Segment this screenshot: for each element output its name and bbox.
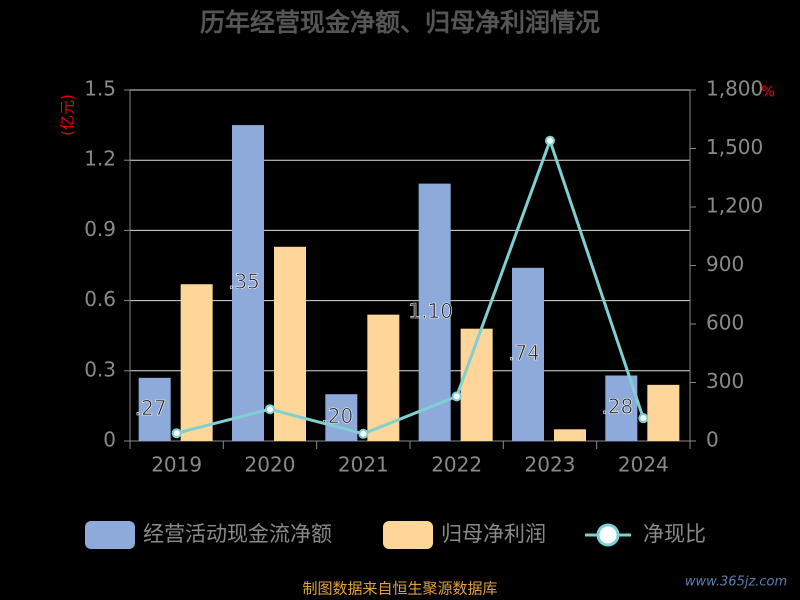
- legend-label: 归母净利润: [441, 522, 546, 546]
- y-unit: (亿元): [59, 94, 77, 136]
- legend-swatch: [383, 521, 433, 549]
- y2-tick-label: 300: [706, 369, 744, 393]
- bar: [512, 267, 544, 441]
- line-point: [171, 428, 182, 439]
- line-point: [358, 428, 369, 439]
- y-tick-label: 0.6: [84, 287, 116, 311]
- y2-tick-label: 1,200: [706, 194, 763, 218]
- data-label: .28: [601, 395, 633, 419]
- legend-label: 净现比: [643, 522, 706, 546]
- y-tick-label: 0: [103, 428, 116, 452]
- footer: 制图数据来自恒生聚源数据库: [302, 580, 497, 598]
- bar: [232, 125, 264, 441]
- y2-tick-label: 0: [706, 428, 719, 452]
- bar: [554, 429, 586, 441]
- bar: [274, 246, 306, 441]
- line-point: [638, 413, 649, 424]
- line-point: [265, 404, 275, 415]
- bar: [138, 377, 171, 441]
- data-label: 1.10: [408, 299, 453, 323]
- watermark: www.365jz.com: [685, 575, 787, 590]
- bar: [418, 183, 451, 441]
- line: [176, 136, 645, 436]
- y2-tick-label: 900: [706, 252, 744, 276]
- y2-tick-label: 600: [706, 311, 744, 335]
- line-point: [451, 391, 462, 402]
- chart-title: 历年经营现金净额、归母净利润情况: [200, 8, 600, 37]
- y2-unit: %: [761, 83, 775, 101]
- bar: [180, 284, 213, 441]
- y-tick-label: 1.2: [84, 147, 116, 171]
- legend-label: 经营活动现金流净额: [143, 522, 332, 546]
- data-label: .35: [228, 270, 260, 294]
- y-tick-label: 0.9: [84, 217, 116, 241]
- x-tick-label: 2023: [525, 453, 576, 477]
- y2-tick-label: 1,800: [706, 77, 763, 101]
- y-tick-label: 0.3: [84, 357, 116, 381]
- bar: [647, 384, 680, 441]
- x-tick-label: 2019: [151, 453, 202, 477]
- bar: [460, 328, 493, 441]
- y2-tick-label: 1,500: [706, 135, 763, 159]
- x-tick-label: 2021: [338, 453, 389, 477]
- line-point: [545, 135, 555, 146]
- x-tick-label: 2022: [431, 453, 482, 477]
- legend-swatch: [85, 521, 135, 549]
- y-tick-label: 1.5: [84, 77, 116, 101]
- x-tick-label: 2024: [618, 453, 669, 477]
- data-label: .20: [321, 404, 353, 428]
- data-label: .27: [135, 396, 167, 420]
- legend-marker: [596, 523, 620, 547]
- x-tick-label: 2020: [245, 453, 296, 477]
- bar: [325, 394, 358, 441]
- data-label: .74: [508, 341, 540, 365]
